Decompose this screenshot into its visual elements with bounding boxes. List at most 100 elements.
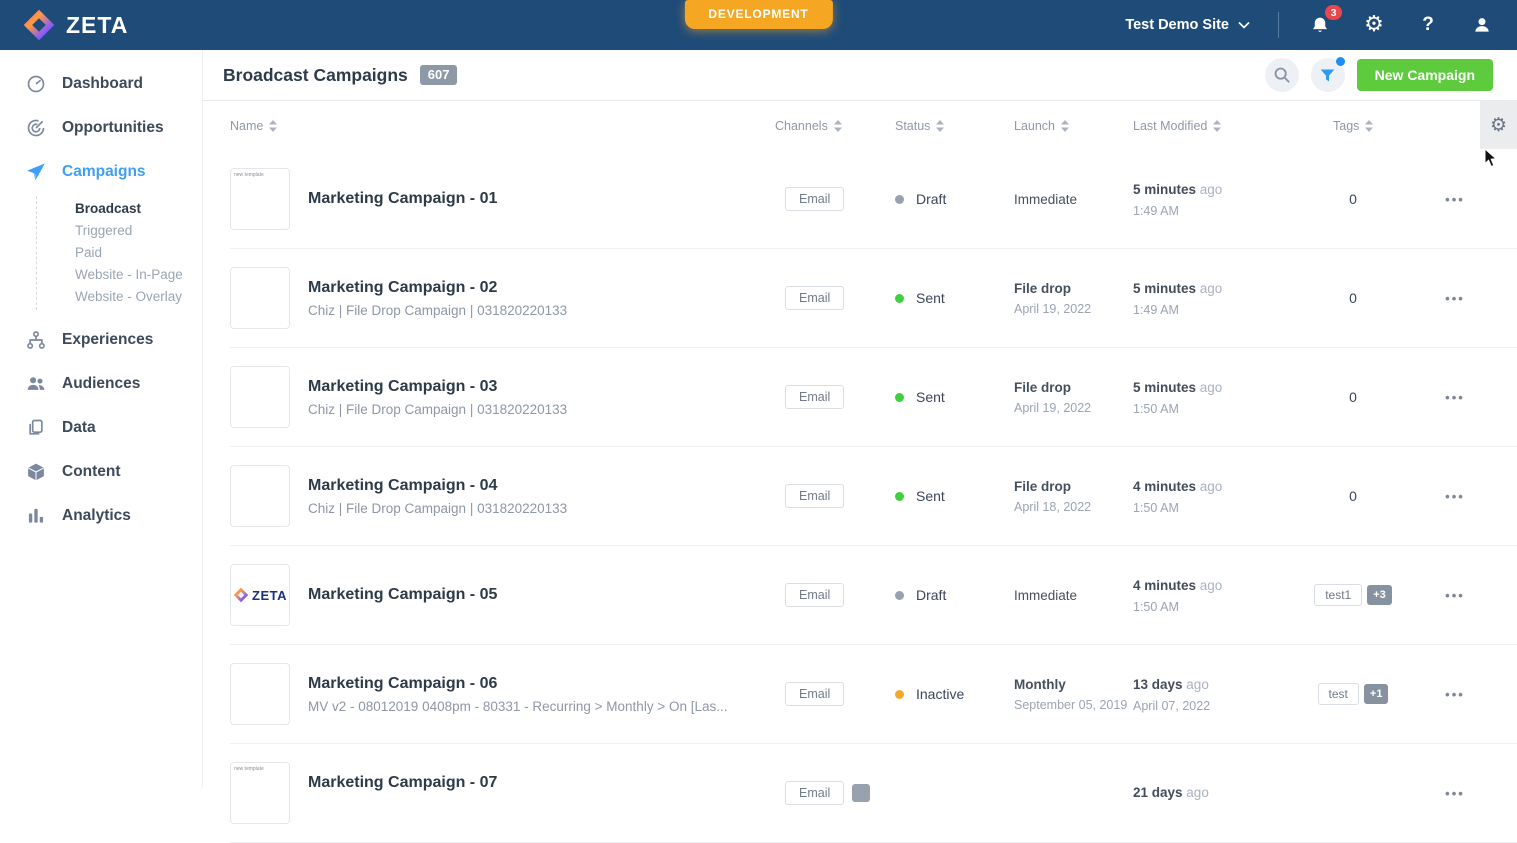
column-header-status[interactable]: Status [895, 119, 1014, 133]
tags-cell: 0 [1313, 191, 1393, 207]
zeta-diamond-icon [233, 587, 249, 603]
person-icon [1472, 15, 1492, 35]
campaign-name[interactable]: Marketing Campaign - 02 [308, 278, 498, 296]
launch-type: Immediate [1014, 191, 1078, 207]
campaign-subtitle: Chiz | File Drop Campaign | 031820220133 [308, 302, 568, 318]
campaign-name[interactable]: Marketing Campaign - 07 [308, 773, 498, 791]
campaign-thumbnail [230, 366, 290, 428]
sidebar-item-dashboard[interactable]: Dashboard [0, 62, 202, 106]
name-cell: Marketing Campaign - 06 MV v2 - 08012019 … [230, 663, 775, 725]
campaign-name[interactable]: Marketing Campaign - 04 [308, 476, 498, 494]
topbar: ZETA DEVELOPMENT Test Demo Site 3 ⚙ ? [0, 0, 1517, 50]
table-row[interactable]: Marketing Campaign - 03 Chiz | File Drop … [230, 348, 1517, 447]
campaign-thumbnail [230, 267, 290, 329]
settings-button[interactable]: ⚙ [1361, 12, 1387, 38]
column-header-channels[interactable]: Channels [775, 119, 895, 133]
page-header: Broadcast Campaigns 607 New Campaign [203, 50, 1517, 101]
sort-icon [833, 119, 842, 132]
filter-funnel-icon [1319, 67, 1336, 84]
column-header-name[interactable]: Name [230, 119, 775, 133]
sidebar-item-website-overlay[interactable]: Website - Overlay [75, 289, 183, 304]
modified-relative: 5 minutes [1133, 280, 1197, 296]
filter-button[interactable] [1310, 57, 1345, 92]
campaigns-table: Name Channels Status Launch Last Modifie… [203, 101, 1517, 843]
table-row[interactable]: ZETA Marketing Campaign - 05 Email Draft Imm… [230, 546, 1517, 645]
status-dot-icon [895, 194, 904, 204]
table-header-row: Name Channels Status Launch Last Modifie… [230, 101, 1517, 150]
row-actions-button[interactable]: ••• [1445, 587, 1465, 603]
sidebar-item-campaigns[interactable]: Campaigns [0, 150, 202, 194]
search-button[interactable] [1264, 58, 1299, 92]
sidebar-item-triggered[interactable]: Triggered [75, 223, 133, 238]
tags-count: 0 [1349, 191, 1357, 207]
row-actions-button[interactable]: ••• [1445, 686, 1465, 702]
column-header-last-modified[interactable]: Last Modified [1133, 119, 1313, 133]
sidebar-item-opportunities[interactable]: Opportunities [0, 106, 202, 150]
launch-date: April 18, 2022 [1014, 499, 1092, 514]
column-settings-button[interactable]: ⚙ [1480, 101, 1517, 149]
table-row[interactable]: Marketing Campaign - 06 MV v2 - 08012019 … [230, 645, 1517, 744]
status-dot-icon [895, 293, 904, 303]
table-row[interactable]: Marketing Campaign - 04 Chiz | File Drop … [230, 447, 1517, 546]
column-header-tags[interactable]: Tags [1313, 119, 1393, 133]
sort-icon [936, 119, 945, 132]
row-actions-button[interactable]: ••• [1445, 785, 1465, 801]
topbar-divider [1278, 12, 1279, 38]
status-dot-icon [895, 590, 904, 600]
row-actions-button[interactable]: ••• [1445, 191, 1465, 207]
campaign-name[interactable]: Marketing Campaign - 06 [308, 674, 498, 692]
status-cell: Inactive [895, 686, 1014, 702]
campaign-subtitle: Chiz | File Drop Campaign | 031820220133 [308, 401, 568, 417]
modified-time: 1:49 AM [1133, 203, 1179, 218]
name-cell: Marketing Campaign - 03 Chiz | File Drop … [230, 366, 775, 428]
tags-count: 0 [1349, 290, 1357, 306]
row-actions-button[interactable]: ••• [1445, 389, 1465, 405]
modified-time: April 07, 2022 [1133, 698, 1211, 713]
account-button[interactable] [1469, 12, 1495, 38]
sidebar-item-website-in-page[interactable]: Website - In-Page [75, 267, 183, 282]
name-cell: ZETA Marketing Campaign - 05 [230, 564, 775, 626]
help-button[interactable]: ? [1415, 12, 1441, 38]
channel-badge: Email [785, 682, 845, 706]
notifications-button[interactable]: 3 [1307, 5, 1342, 38]
site-selector[interactable]: Test Demo Site [1125, 17, 1250, 33]
modified-ago: ago [1196, 280, 1223, 296]
status-cell: Sent [895, 389, 1014, 405]
thumbnail-zeta-text: ZETA [252, 587, 287, 603]
sidebar-item-paid[interactable]: Paid [75, 245, 103, 260]
table-row[interactable]: new template Marketing Campaign - 07 Email… [230, 744, 1517, 843]
status-label: Sent [916, 389, 945, 405]
launch-date: April 19, 2022 [1014, 400, 1092, 415]
row-actions-button[interactable]: ••• [1445, 488, 1465, 504]
modified-ago: ago [1182, 676, 1209, 692]
last-modified-cell: 5 minutes ago 1:49 AM [1133, 280, 1313, 317]
table-row[interactable]: new template Marketing Campaign - 01 Email… [230, 150, 1517, 249]
sidebar-item-data[interactable]: Data [0, 406, 202, 450]
zeta-logo[interactable]: ZETA [22, 8, 128, 42]
campaign-subtitle: Chiz | File Drop Campaign | 031820220133 [308, 500, 568, 516]
sidebar-item-content[interactable]: Content [0, 450, 202, 494]
actions-cell: ••• [1393, 687, 1517, 702]
name-cell: Marketing Campaign - 02 Chiz | File Drop … [230, 267, 775, 329]
launch-cell: File drop April 19, 2022 [1014, 281, 1133, 316]
launch-type: Immediate [1014, 587, 1078, 603]
sort-icon [1365, 119, 1374, 132]
sidebar-item-audiences[interactable]: Audiences [0, 362, 202, 406]
sidebar-item-broadcast[interactable]: Broadcast [75, 201, 142, 216]
tags-count: 0 [1349, 389, 1357, 405]
table-row[interactable]: Marketing Campaign - 02 Chiz | File Drop … [230, 249, 1517, 348]
campaign-name[interactable]: Marketing Campaign - 01 [308, 190, 498, 207]
new-campaign-button[interactable]: New Campaign [1356, 59, 1493, 91]
last-modified-cell: 13 days ago April 07, 2022 [1133, 676, 1313, 713]
campaign-name[interactable]: Marketing Campaign - 05 [308, 586, 498, 603]
sidebar-item-experiences[interactable]: Experiences [0, 318, 202, 362]
sort-icon [1213, 119, 1222, 132]
column-header-launch[interactable]: Launch [1014, 119, 1133, 133]
sidebar-item-analytics[interactable]: Analytics [0, 494, 202, 538]
campaign-name[interactable]: Marketing Campaign - 03 [308, 377, 498, 395]
status-label: Draft [916, 587, 947, 603]
launch-cell: File drop April 18, 2022 [1014, 479, 1133, 514]
page-title: Broadcast Campaigns [223, 64, 408, 85]
tags-cell: 0 [1313, 389, 1393, 405]
row-actions-button[interactable]: ••• [1445, 290, 1465, 306]
